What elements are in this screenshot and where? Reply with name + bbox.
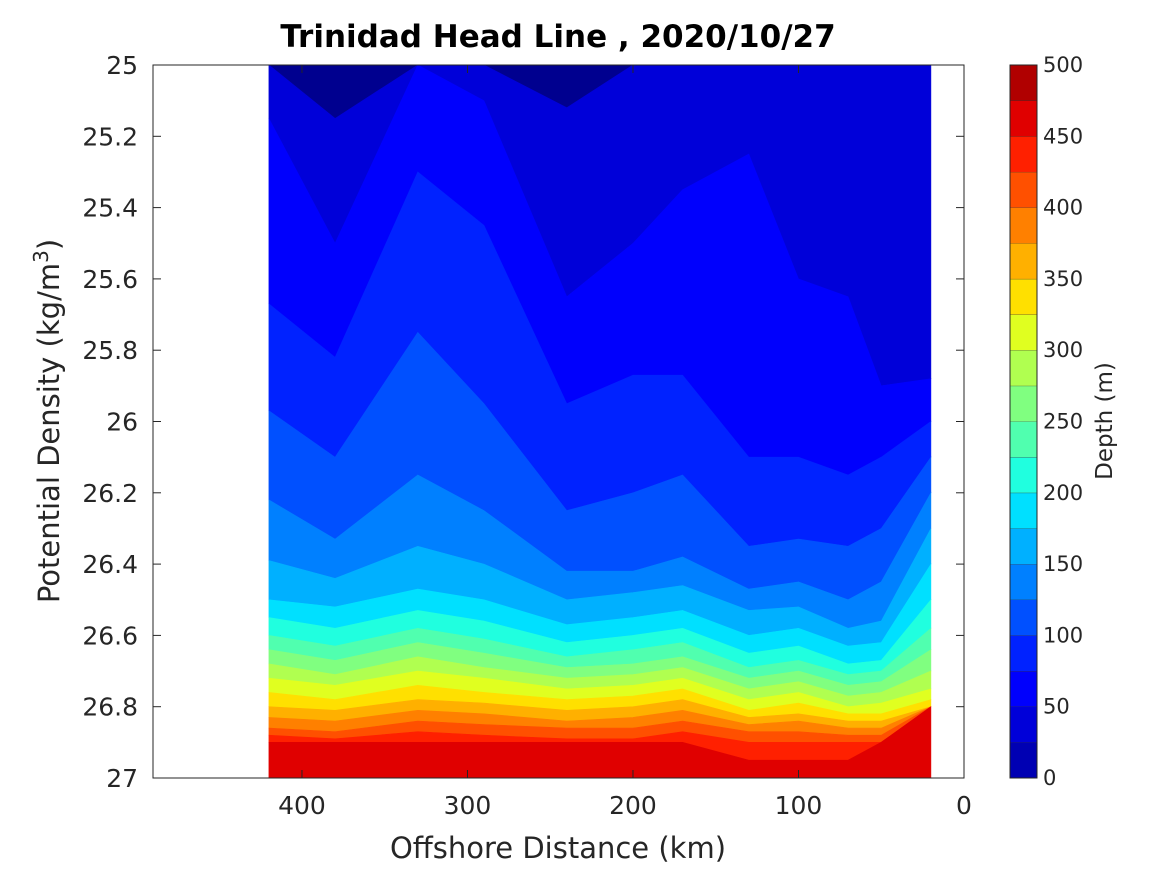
- colorbar-band: [1010, 706, 1037, 743]
- x-tick-label: 100: [775, 791, 823, 820]
- colorbar-band: [1010, 599, 1037, 636]
- colorbar-tick-label: 0: [1043, 766, 1056, 790]
- colorbar-band: [1010, 492, 1037, 529]
- x-axis: 400 300 200 100 0: [278, 65, 972, 820]
- colorbar: 0 50 100 150 200 250 300 350 400 450 500: [1009, 53, 1083, 790]
- colorbar-tick-label: 450: [1043, 124, 1083, 148]
- colorbar-tick-label: 250: [1043, 410, 1083, 434]
- y-axis-label-superscript: 3: [29, 250, 53, 263]
- y-tick-label: 26.4: [82, 550, 138, 579]
- colorbar-band: [1010, 671, 1037, 707]
- colorbar-tick-label: 200: [1043, 481, 1083, 505]
- y-axis-label-main: Potential Density (kg/m: [32, 263, 66, 603]
- contour-band: [268, 706, 932, 778]
- colorbar-band: [1010, 65, 1037, 101]
- y-tick-label: 25.6: [82, 265, 138, 294]
- chart-title: Trinidad Head Line , 2020/10/27: [280, 19, 835, 55]
- colorbar-band: [1010, 207, 1037, 244]
- x-tick-label: 0: [956, 791, 972, 820]
- y-axis-label-close: ): [32, 239, 66, 250]
- y-tick-label: 27: [106, 764, 138, 793]
- contour-fills: [268, 65, 932, 778]
- colorbar-band: [1010, 243, 1037, 279]
- y-axis: 25 25.2 25.4 25.6 25.8 26 26.2 26.4 26.6 26.8 27: [82, 51, 964, 793]
- colorbar-tick-label: 400: [1043, 196, 1083, 220]
- x-axis-label: Offshore Distance (km): [390, 831, 726, 865]
- colorbar-band: [1010, 171, 1037, 208]
- colorbar-band: [1010, 100, 1037, 137]
- colorbar-band: [1010, 421, 1037, 458]
- y-tick-label: 26: [106, 408, 138, 437]
- colorbar-band: [1010, 350, 1037, 386]
- colorbar-band: [1010, 564, 1037, 600]
- y-tick-label: 26.8: [82, 693, 138, 722]
- colorbar-label: Depth (m): [1092, 362, 1118, 480]
- x-tick-label: 400: [278, 791, 326, 820]
- colorbar-band: [1010, 136, 1037, 172]
- y-tick-label: 25.8: [82, 336, 138, 365]
- y-tick-label: 26.6: [82, 621, 138, 650]
- colorbar-tick-label: 100: [1043, 623, 1083, 647]
- colorbar-frame: [1009, 64, 1038, 779]
- colorbar-band: [1010, 635, 1037, 672]
- colorbar-tick-label: 350: [1043, 267, 1083, 291]
- colorbar-band: [1010, 457, 1037, 493]
- colorbar-band: [1010, 314, 1037, 351]
- colorbar-band: [1010, 528, 1037, 565]
- y-tick-label: 25.2: [82, 122, 138, 151]
- colorbar-band: [1010, 742, 1037, 778]
- x-tick-label: 300: [444, 791, 492, 820]
- colorbar-tick-label: 150: [1043, 552, 1083, 576]
- y-tick-label: 25: [106, 51, 138, 80]
- y-tick-label: 26.2: [82, 479, 138, 508]
- colorbar-tick-label: 50: [1043, 695, 1070, 719]
- x-tick-label: 200: [609, 791, 657, 820]
- colorbar-band: [1010, 278, 1037, 315]
- colorbar-tick-label: 300: [1043, 338, 1083, 362]
- colorbar-tick-label: 500: [1043, 53, 1083, 77]
- colorbar-band: [1010, 385, 1037, 422]
- y-axis-label: Potential Density (kg/m3): [29, 239, 66, 603]
- y-tick-label: 25.4: [82, 194, 138, 223]
